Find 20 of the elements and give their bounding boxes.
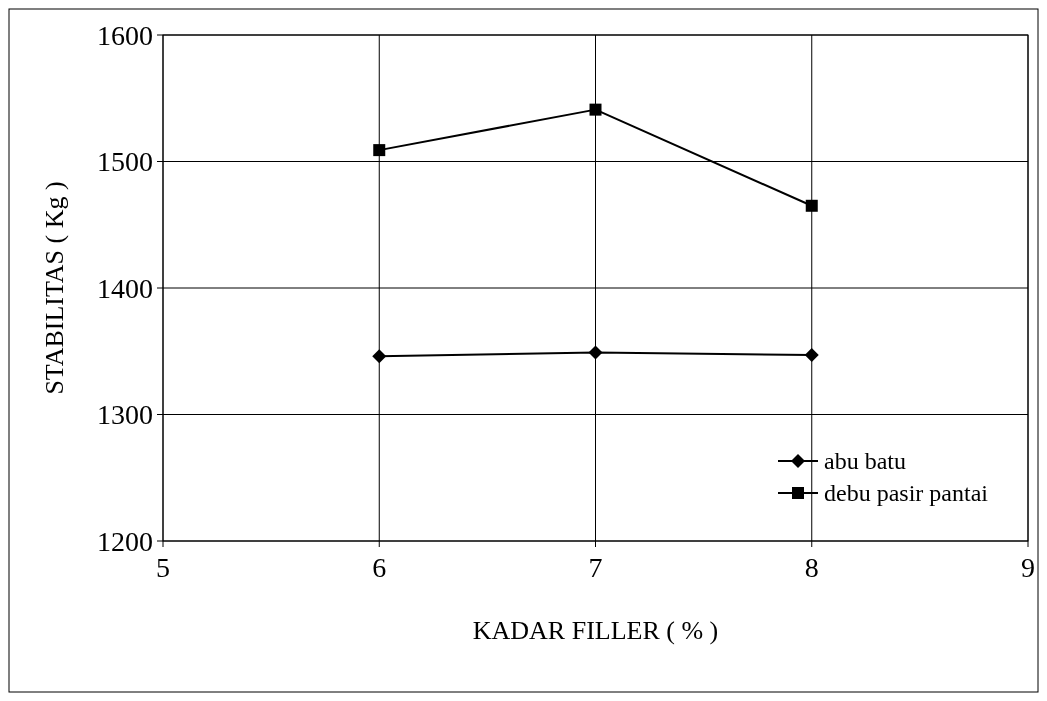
x-tick-label: 7 [588,552,603,583]
y-tick-label: 1600 [97,19,153,51]
y-axis-title: STABILITAS ( Kg ) [40,181,69,395]
x-tick-label: 6 [372,552,387,583]
y-tick-label: 1200 [97,525,153,557]
x-tick-label: 9 [1021,552,1035,583]
point [805,199,818,212]
point [589,103,602,116]
x-tick-label: 8 [804,552,819,583]
point [372,349,387,364]
point [804,348,819,363]
y-tick-label: 1300 [97,399,153,431]
y-tick-label: 1500 [97,146,153,178]
point [588,345,603,360]
y-tick-label: 1400 [97,272,153,304]
point [373,144,386,157]
legend-label: abu batu [824,448,906,475]
x-tick-label: 5 [156,552,170,583]
legend-label: debu pasir pantai [824,480,989,507]
x-axis-title: KADAR FILLER ( % ) [472,616,719,645]
